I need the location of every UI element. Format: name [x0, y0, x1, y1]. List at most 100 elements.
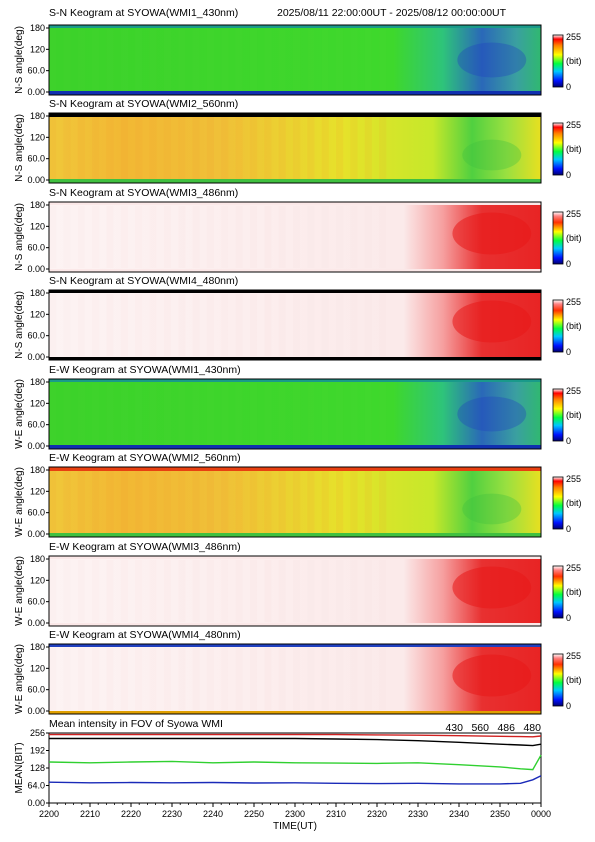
keogram-stripe: [49, 206, 57, 268]
keogram-image: [49, 25, 541, 95]
keogram-stripe: [49, 560, 57, 622]
edge-band: [49, 269, 541, 272]
keogram-stripe: [77, 206, 85, 268]
keogram-stripe: [221, 117, 229, 179]
keogram-stripe: [235, 29, 243, 91]
keogram-stripe: [92, 471, 100, 533]
keogram-panel-1: 180 120 60.0 0.00N-S angle(deg) 255 (bit) 0: [14, 23, 582, 97]
y-tick-label: 0.00: [27, 175, 45, 185]
colorbar-min-label: 0: [566, 170, 571, 180]
keogram-panel-8: E-W Keogram at SYOWA(WMI4_480nm) 180 120 60…: [14, 629, 582, 716]
keogram-stripe: [206, 560, 214, 622]
edge-band: [49, 25, 541, 28]
keogram-stripe: [149, 383, 157, 445]
keogram-stripe: [264, 206, 272, 268]
keogram-stripe: [221, 294, 229, 356]
y-tick-label: 0.00: [27, 706, 45, 716]
keogram-stripe: [336, 648, 344, 710]
keogram-stripe: [278, 206, 286, 268]
edge-band: [49, 379, 541, 382]
keogram-stripe: [92, 560, 100, 622]
keogram-stripe: [163, 383, 171, 445]
keogram-stripe: [264, 648, 272, 710]
colorbar-unit-label: (bit): [566, 410, 582, 420]
x-tick-label: 2210: [80, 809, 100, 819]
keogram-stripe: [235, 117, 243, 179]
y-tick-label: 60.0: [27, 597, 45, 607]
mean-y-tick-label: 192: [30, 746, 45, 756]
y-tick-label: 120: [30, 309, 45, 319]
legend-entry-560: 560: [471, 722, 489, 734]
series-line-430: [48, 775, 542, 785]
keogram-stripe: [135, 560, 143, 622]
keogram-stripe: [278, 117, 286, 179]
keogram-stripe: [364, 648, 372, 710]
keogram-stripe: [364, 471, 372, 533]
first-panel-title: S-N Keogram at SYOWA(WMI1_430nm): [49, 7, 238, 19]
keogram-stripe: [307, 206, 315, 268]
keogram-stripe: [49, 648, 57, 710]
keogram-stripe: [307, 648, 315, 710]
y-tick-label: 120: [30, 44, 45, 54]
keogram-frame: [48, 112, 542, 184]
y-tick-label: 0.00: [27, 264, 45, 274]
keogram-frame: [48, 378, 542, 450]
aurora-blob: [452, 212, 532, 255]
keogram-title: S-N Keogram at SYOWA(WMI2_560nm): [49, 98, 238, 110]
keogram-stripe: [92, 29, 100, 91]
y-tick-label: 0.00: [27, 441, 45, 451]
keogram-stripe: [135, 294, 143, 356]
x-tick-label: 2340: [449, 809, 469, 819]
y-tick-label: 60.0: [27, 66, 45, 76]
keogram-stripe: [379, 29, 387, 91]
keogram-stripe: [350, 206, 358, 268]
x-tick-label: 2240: [203, 809, 223, 819]
x-tick-label: 2300: [285, 809, 305, 819]
keogram-stripe: [221, 560, 229, 622]
keogram-panels: 180 120 60.0 0.00 N-S angle(deg) 255 (bit) 0 S-N…: [14, 23, 582, 716]
keogram-stripe: [379, 294, 387, 356]
keogram-stripe: [292, 560, 301, 622]
colorbar-max-label: 255: [566, 386, 581, 396]
keogram-frame: [48, 555, 542, 627]
keogram-stripe: [149, 471, 157, 533]
keogram-title: E-W Keogram at SYOWA(WMI2_560nm): [49, 452, 241, 464]
keogram-stripe: [120, 383, 128, 445]
keogram-stripe: [336, 206, 344, 268]
aurora-blob: [457, 396, 527, 432]
keogram-stripe: [307, 383, 315, 445]
aurora-blob: [457, 42, 527, 78]
keogram-stripe: [63, 471, 71, 533]
edge-band: [49, 357, 541, 360]
keogram-stripe: [278, 29, 286, 91]
keogram-stripe: [149, 29, 157, 91]
keogram-stripe: [379, 117, 387, 179]
keogram-stripe: [63, 383, 71, 445]
y-axis-label: N-S angle(deg): [14, 291, 25, 359]
keogram-panel-6: E-W Keogram at SYOWA(WMI2_560nm) 180 120 60…: [14, 452, 582, 539]
keogram-stripe: [264, 294, 272, 356]
keogram-stripe: [321, 206, 329, 268]
keogram-stripe: [307, 560, 315, 622]
keogram-stripe: [336, 117, 344, 179]
colorbar-min-label: 0: [566, 347, 571, 357]
y-tick-label: 180: [30, 288, 45, 298]
keogram-stripe: [163, 560, 171, 622]
keogram-title: E-W Keogram at SYOWA(WMI1_430nm): [49, 364, 241, 376]
keogram-stripe: [163, 206, 171, 268]
keogram-stripe: [321, 560, 329, 622]
keogram-stripe: [249, 560, 258, 622]
y-tick-label: 0.00: [27, 87, 45, 97]
mean-y-tick-label: 64.0: [27, 781, 45, 791]
keogram-title: S-N Keogram at SYOWA(WMI4_480nm): [49, 275, 238, 287]
keogram-panel-5: E-W Keogram at SYOWA(WMI1_430nm) 180 120 60…: [14, 364, 582, 451]
colorbar-min-label: 0: [566, 436, 571, 446]
keogram-stripe: [278, 294, 286, 356]
keogram-stripe: [321, 29, 329, 91]
keogram-stripe: [264, 471, 272, 533]
colorbar-max-label: 255: [566, 120, 581, 130]
x-tick-label: 2310: [326, 809, 346, 819]
y-tick-label: 180: [30, 111, 45, 121]
edge-band: [49, 202, 541, 205]
y-tick-label: 180: [30, 554, 45, 564]
